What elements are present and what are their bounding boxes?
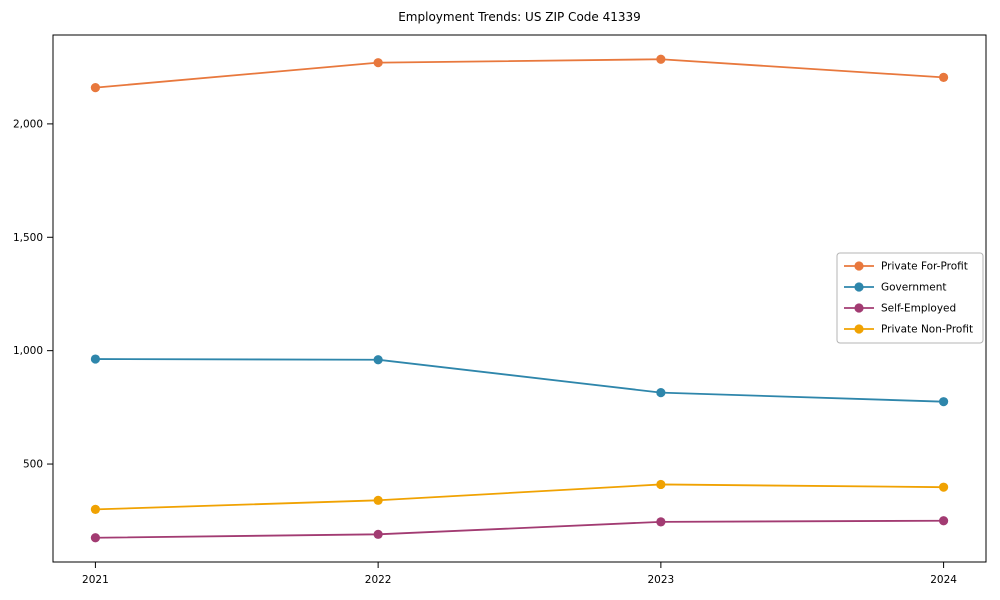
chart-title: Employment Trends: US ZIP Code 41339 (398, 10, 641, 24)
y-tick-label: 1,000 (13, 345, 43, 357)
legend-label-government: Government (881, 282, 946, 294)
x-tick-label: 2024 (930, 574, 957, 586)
data-point-private-for-profit (90, 83, 101, 93)
legend-marker-self-employed (854, 303, 864, 313)
data-point-self-employed (373, 529, 383, 539)
data-point-government (90, 354, 101, 364)
data-point-self-employed (90, 533, 101, 543)
y-tick-label: 1,500 (13, 232, 43, 244)
data-point-self-employed (938, 516, 949, 526)
series-line-self-employed (95, 519, 944, 539)
y-tick-label: 2,000 (13, 118, 43, 130)
data-point-private-for-profit (656, 54, 666, 64)
legend-label-self-employed: Self-Employed (881, 303, 956, 315)
data-point-government (938, 397, 949, 407)
data-point-private-for-profit (373, 58, 383, 68)
series-line-private-non-profit (95, 483, 944, 511)
data-point-government (373, 355, 383, 365)
series-line-government (95, 358, 944, 403)
series-line-private-for-profit (95, 58, 944, 89)
data-point-private-for-profit (938, 72, 949, 83)
legend-box (836, 252, 984, 344)
data-point-private-non-profit (90, 504, 101, 514)
legend-label-private-for-profit: Private For-Profit (881, 261, 968, 273)
x-tick-label: 2022 (365, 574, 392, 586)
y-tick-label: 500 (23, 459, 43, 471)
legend-label-private-non-profit: Private Non-Profit (881, 324, 973, 336)
legend-marker-private-non-profit (854, 324, 864, 334)
legend-marker-private-for-profit (854, 261, 864, 271)
data-point-private-non-profit (938, 482, 949, 492)
plot-border (52, 34, 987, 563)
x-tick-label: 2021 (82, 574, 109, 586)
data-point-private-non-profit (656, 479, 666, 490)
x-tick-label: 2023 (647, 574, 674, 586)
data-point-government (656, 388, 666, 398)
data-point-self-employed (656, 517, 666, 527)
legend-marker-government (854, 282, 864, 292)
data-point-private-non-profit (373, 495, 383, 505)
